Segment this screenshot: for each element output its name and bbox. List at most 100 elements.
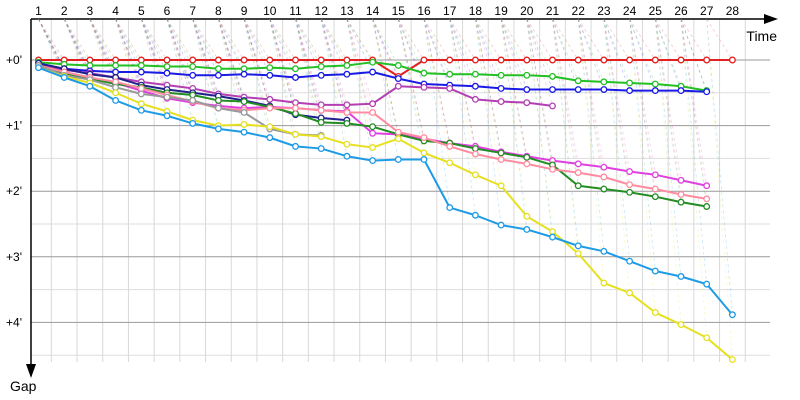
tick-labels: 1 2 3 4 5 6 7 8 9 10 11 12 13 14 15 16 17 18 19 20 21 22 23 24 2… [6,4,739,329]
data-point [626,257,634,265]
data-point [677,198,685,206]
data-point [471,211,479,219]
series-connector [346,18,373,104]
data-point [523,160,531,168]
series-connector [500,18,528,164]
data-point [317,71,325,79]
data-point [600,279,608,287]
data-point [292,56,299,64]
x-tick-label: 10 [263,4,277,18]
series-line [38,66,734,361]
series-connector [680,18,708,207]
data-point [214,65,222,73]
series-connector [552,18,579,81]
data-point [626,56,634,64]
x-tick-label: 6 [164,4,171,18]
series-connector [577,18,605,61]
data-point [35,64,42,72]
series-connector [475,18,502,61]
series-connector [166,18,194,121]
data-point [163,69,171,77]
series-connector [423,18,451,89]
series-connector [63,18,91,61]
data-point [549,228,556,236]
data-point [651,185,659,193]
x-tick-label: 24 [623,4,637,18]
series-connector [38,18,65,65]
series-connector [680,18,708,285]
series-connector [166,18,194,89]
series-connector [552,18,579,173]
data-point [600,173,608,181]
data-point [369,129,377,137]
series-connector [140,18,168,74]
data-point [343,101,351,109]
series-connector [166,18,194,93]
series-connector [475,18,502,89]
series-connector [63,18,91,78]
data-point [651,87,659,95]
series-connector [166,18,194,76]
data-point [394,62,402,69]
series-connector [629,18,656,91]
data-point [163,56,171,64]
series-connector [192,18,219,61]
series-connector [603,18,630,262]
data-point [549,56,556,64]
data-point [137,56,145,64]
series-connector [269,18,296,78]
series-connector [89,18,116,61]
data-point [549,233,556,241]
data-point [549,165,556,173]
series-line [38,64,322,137]
series-connector [577,18,605,90]
data-point [112,68,120,76]
series-connector [115,18,142,73]
series-connector [38,18,65,61]
data-point [214,71,222,79]
data-point [317,106,325,114]
series-connector [654,18,682,61]
data-point [574,169,582,177]
series-connector [115,18,142,61]
data-point [651,171,659,179]
data-point [292,65,299,73]
data-point [446,204,454,212]
x-tick-label: 25 [649,4,663,18]
series-connector [63,18,91,74]
series-connector [269,18,296,61]
series-connector [295,18,322,136]
series-connector [192,18,219,95]
data-point [369,123,377,131]
series-connector [500,18,528,61]
data-point [703,195,711,203]
data-point [292,104,299,112]
series-connector [63,18,91,79]
data-point [112,97,120,104]
series-connector [449,18,476,216]
data-point [343,140,351,148]
data-point [523,56,531,64]
data-point [266,134,274,142]
series-connector [423,18,451,208]
data-point [651,80,659,88]
x-tick-label: 8 [215,4,222,18]
series-connector [269,18,296,135]
series-connector [423,18,451,75]
data-point [626,79,634,87]
series-connector [115,18,142,66]
data-point [728,356,736,364]
y-axis-title: Gap [10,378,37,394]
series-connector [423,18,451,163]
series-connector [449,18,476,175]
data-point [420,56,428,64]
series-connector [449,18,476,149]
series-connector [629,18,656,272]
data-point [446,70,454,78]
data-point [523,86,531,93]
data-point [317,133,325,140]
x-tick-label: 1 [35,4,42,18]
series-connector [603,18,630,61]
series-connector [603,18,630,91]
